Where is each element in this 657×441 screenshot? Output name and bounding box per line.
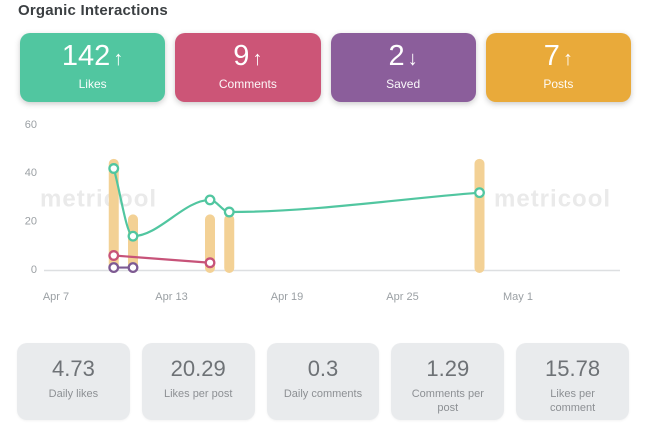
summary-value: 2 ↓ [331, 40, 476, 76]
summary-card-saved[interactable]: 2 ↓ Saved [330, 33, 476, 102]
summary-number: 9 [233, 40, 250, 72]
point-likes[interactable] [127, 230, 139, 242]
summary-value: 142 ↑ [20, 40, 165, 76]
metric-card: 1.29 Comments per post [391, 343, 505, 420]
series-markers [108, 163, 485, 274]
page-title: Organic Interactions [18, 2, 168, 19]
metric-value: 0.3 [307, 356, 339, 381]
metric-card: 0.3 Daily comments [266, 343, 380, 420]
summary-card-posts[interactable]: 7 ↑ Posts [485, 33, 631, 102]
point-comments[interactable] [204, 257, 216, 269]
metric-cards-row: 4.73 Daily likes 20.29 Likes per post 0.3 Dai… [17, 343, 629, 420]
summary-number: 7 [543, 40, 560, 72]
summary-label: Comments [218, 77, 277, 91]
bar-posts[interactable] [224, 214, 235, 273]
metric-label: Daily likes [48, 388, 99, 400]
summary-number: 142 [61, 40, 111, 72]
metric-card: 20.29 Likes per post [141, 343, 255, 420]
line-likes [112, 167, 481, 238]
metric-label: Likes per post [163, 388, 233, 400]
metricool-watermark: metricool [40, 185, 157, 212]
metric-label: Likes per comment [549, 388, 596, 415]
summary-value: 7 ↑ [486, 40, 631, 76]
summary-cards-row: 142 ↑ Likes 9 ↑ Comments 2 ↓ Saved 7 ↑ Posts [20, 33, 631, 102]
trend-down-arrow-icon: ↓ [407, 48, 418, 70]
metric-label: Daily comments [283, 388, 363, 400]
metric-value: 4.73 [51, 356, 95, 381]
x-axis-tick-label: Apr 19 [271, 291, 303, 303]
metric-value: 1.29 [426, 356, 470, 381]
point-saved[interactable] [108, 262, 120, 274]
summary-card-comments[interactable]: 9 ↑ Comments [175, 33, 321, 102]
bar-posts[interactable] [108, 158, 119, 273]
x-axis-tick-label: Apr 13 [155, 291, 187, 303]
y-axis-tick-label: 20 [25, 216, 37, 228]
metric-card: 15.78 Likes per comment [516, 343, 629, 420]
point-saved[interactable] [127, 262, 139, 274]
metricool-watermark: metricool [494, 185, 611, 212]
metric-value: 20.29 [170, 356, 226, 381]
bar-posts[interactable] [474, 158, 485, 273]
y-axis-tick-label: 40 [25, 167, 37, 179]
metric-label: Comments per post [411, 388, 484, 415]
x-axis-tick-label: Apr 7 [43, 291, 69, 303]
point-likes[interactable] [223, 206, 235, 218]
x-axis-tick-label: Apr 25 [386, 291, 418, 303]
y-axis-tick-label: 60 [25, 119, 37, 131]
point-likes[interactable] [108, 163, 120, 174]
posts-bars [108, 158, 485, 273]
trend-up-arrow-icon: ↑ [562, 48, 573, 70]
metric-value: 15.78 [545, 356, 601, 381]
point-likes[interactable] [474, 187, 485, 199]
interactions-chart: metricool metricool 0 20 40 60 Apr 7 Apr 13 Apr … [25, 119, 620, 303]
summary-card-likes[interactable]: 142 ↑ Likes [20, 33, 166, 102]
metric-card: 4.73 Daily likes [17, 343, 130, 420]
series-lines [112, 167, 481, 269]
y-axis-tick-label: 0 [31, 264, 37, 276]
summary-value: 9 ↑ [175, 40, 320, 76]
bar-posts[interactable] [128, 214, 138, 273]
summary-number: 2 [388, 40, 405, 72]
trend-up-arrow-icon: ↑ [113, 48, 124, 70]
point-comments[interactable] [108, 250, 120, 261]
x-axis-tick-label: May 1 [503, 291, 533, 303]
line-comments [112, 254, 212, 264]
summary-label: Posts [543, 77, 574, 91]
summary-label: Saved [386, 77, 421, 91]
summary-label: Likes [78, 77, 107, 91]
trend-up-arrow-icon: ↑ [252, 48, 263, 70]
point-likes[interactable] [204, 194, 216, 206]
